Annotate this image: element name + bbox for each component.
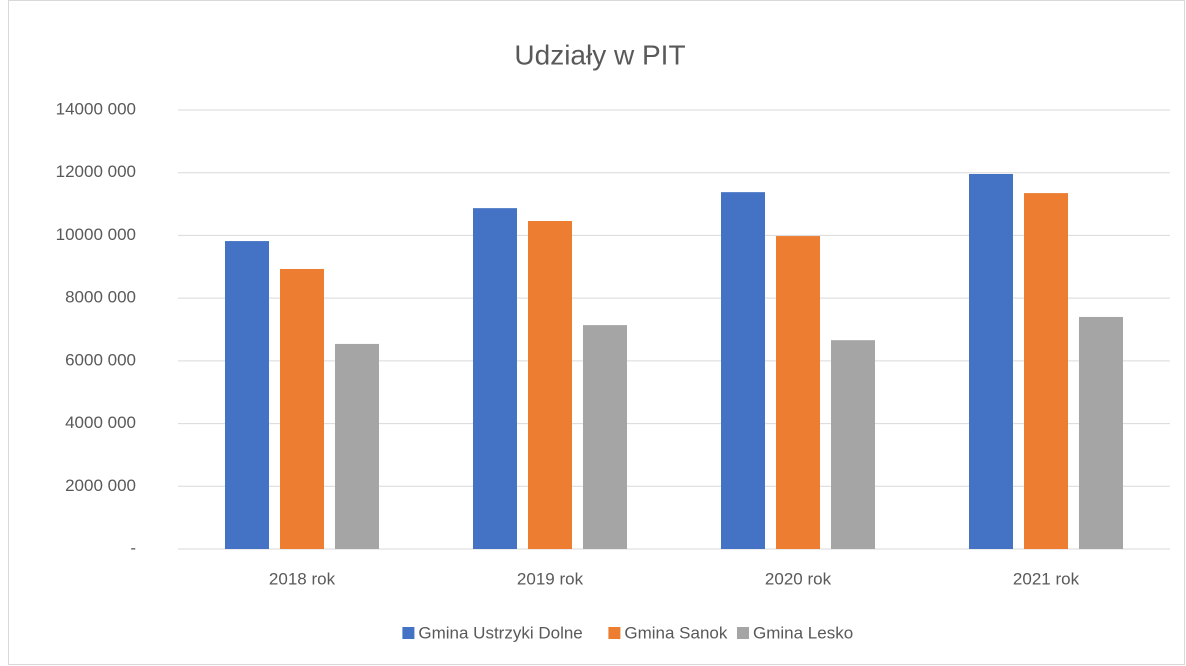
bar bbox=[280, 268, 324, 549]
bar bbox=[831, 340, 875, 549]
bar bbox=[225, 241, 269, 549]
legend-swatch bbox=[737, 627, 749, 639]
y-tick-label: 2000 000 bbox=[65, 476, 136, 495]
legend-label: Gmina Lesko bbox=[753, 623, 853, 642]
legend-swatch bbox=[402, 627, 415, 639]
bar bbox=[1024, 193, 1068, 549]
x-tick-label: 2021 rok bbox=[1013, 569, 1080, 588]
bar bbox=[969, 173, 1013, 549]
x-tick-label: 2018 rok bbox=[269, 569, 336, 588]
bar bbox=[473, 208, 517, 549]
y-tick-label: - bbox=[130, 538, 136, 557]
y-tick-label: 10000 000 bbox=[56, 225, 136, 244]
bar bbox=[1079, 316, 1123, 549]
bar bbox=[335, 343, 379, 549]
bar bbox=[776, 236, 820, 549]
bar bbox=[721, 192, 765, 550]
y-tick-label: 12000 000 bbox=[56, 162, 136, 181]
legend-swatch bbox=[608, 627, 621, 639]
x-tick-label: 2020 rok bbox=[765, 569, 832, 588]
y-tick-label: 14000 000 bbox=[56, 99, 136, 118]
chart-title: Udziały w PIT bbox=[514, 39, 685, 70]
bar bbox=[528, 221, 572, 550]
bar bbox=[583, 325, 627, 549]
y-tick-label: 4000 000 bbox=[65, 413, 136, 432]
legend-label: Gmina Sanok bbox=[624, 623, 727, 642]
y-tick-label: 6000 000 bbox=[65, 350, 136, 369]
y-tick-label: 8000 000 bbox=[65, 288, 136, 307]
x-tick-label: 2019 rok bbox=[517, 569, 584, 588]
legend-label: Gmina Ustrzyki Dolne bbox=[418, 623, 582, 642]
